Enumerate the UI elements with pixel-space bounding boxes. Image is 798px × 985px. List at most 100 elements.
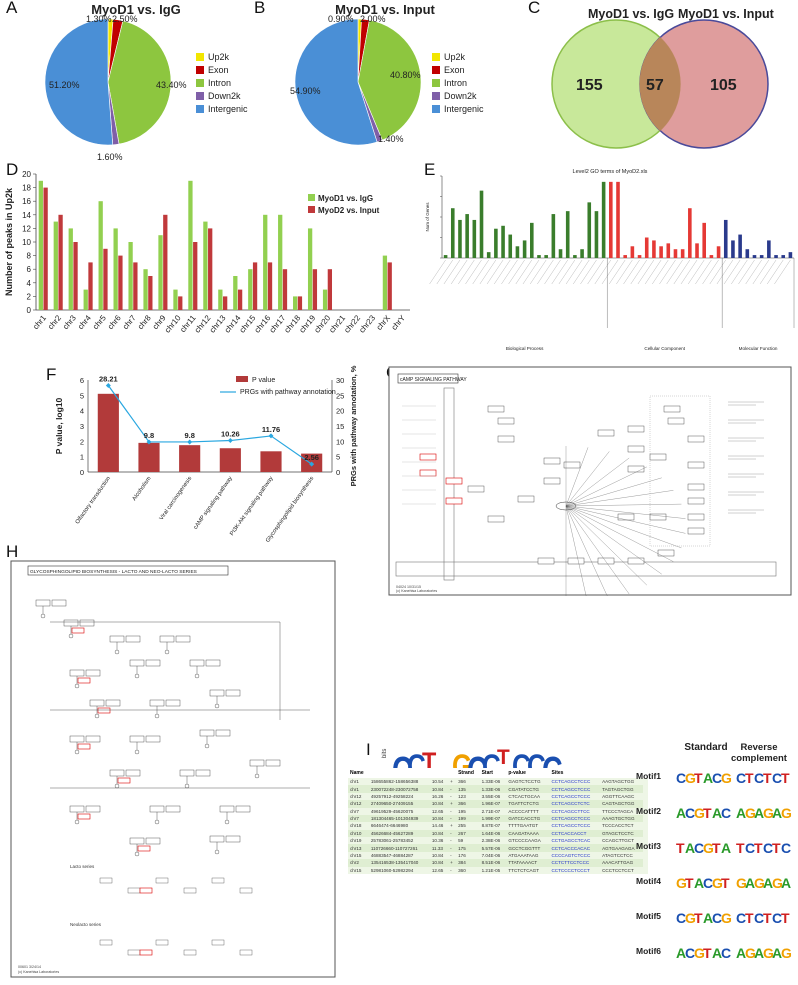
d-bar-1-chr1	[43, 187, 48, 310]
motif-5-rev-letter: G	[745, 945, 756, 961]
g-nucleus	[649, 395, 711, 547]
g-edge	[565, 505, 686, 519]
table-row: chr18 6646474-6646980 14.46 +255 8.87E-07 TTT…	[348, 822, 648, 829]
logo-letter: C	[467, 749, 488, 768]
h-compound	[204, 743, 210, 749]
table-cell: 1.64E-06	[479, 829, 507, 837]
g-gene-box	[543, 477, 561, 485]
table-cell: 52981060-52982294	[370, 867, 414, 873]
motif-3-rev-letter: G	[736, 875, 747, 891]
e-term-label	[723, 259, 741, 285]
d-bar-0-chr2	[53, 221, 58, 310]
motif-4-std-letter: G	[685, 910, 696, 926]
table-row: chr2 135416538-135417040 10.84 +384 8.51E-06…	[348, 859, 648, 867]
d-bar-1-chr17	[282, 269, 288, 310]
pathway-h-lacto: Lacto series	[70, 864, 95, 869]
motif-5-rev-letter: A	[772, 945, 782, 961]
e-bar-2-8	[781, 255, 786, 258]
table-cell: 123	[458, 793, 466, 799]
motif-2-std-letter: T	[676, 840, 685, 856]
h-enzyme-box	[179, 769, 195, 777]
pie-chart-b: 0.90% 2.00% 40.80% 1.40% 54.90% Up2k Exon Intro…	[290, 14, 484, 146]
table-cell: -	[448, 829, 457, 837]
e-bar-2-4	[752, 255, 757, 258]
h-mini-box	[211, 939, 225, 946]
table-cell: 181304465-101304939	[368, 814, 430, 823]
d-bar-0-chr1	[38, 180, 43, 310]
e-ylabel: Num of Genes	[425, 202, 430, 232]
h-enzyme-box	[129, 735, 145, 743]
pie-b-label-exon: 2.00%	[360, 14, 386, 24]
table-cell: 1.33E-06	[479, 785, 507, 793]
f-ytick: 4	[80, 407, 84, 416]
table-cell: GAGTCTCCTG	[508, 779, 541, 785]
d-legend-1: MyoD2 vs. Input	[318, 206, 380, 215]
h-mini-box	[127, 949, 141, 956]
table-cell: 14.46	[431, 823, 444, 829]
table-cell: chr12	[350, 793, 362, 799]
combo-chart-f: 0 1 2 3 4 5 6 0 5 10 15 20 25 30 P value, log10 PRGs wi…	[54, 365, 358, 542]
e-bar-0-20	[587, 202, 592, 258]
table-cell: CTCACTGCAA	[508, 793, 541, 799]
f-prg-label-4: 11.76	[262, 425, 280, 434]
h-enzyme-box	[63, 619, 79, 627]
d-ytick: 14	[22, 211, 31, 220]
table-cell: ATGAAATAAG	[508, 852, 539, 858]
table-cell: CCTCACCCACAC	[549, 844, 601, 852]
g-gene-box-hit	[419, 453, 437, 461]
table-cell: -	[450, 852, 452, 858]
e-bar-0-16	[558, 249, 563, 258]
e-term-label	[688, 259, 705, 285]
motif-5-std-letter: A	[676, 945, 686, 961]
pie-b-slice-intergenic	[294, 18, 378, 146]
table-cell: 195	[458, 808, 466, 814]
table-cell: CCTCAGCCTCTC	[549, 800, 601, 808]
h-enzyme-box	[149, 699, 165, 707]
e-term-label	[515, 259, 532, 285]
motif-1-std-letter: T	[703, 805, 712, 821]
table-cell: TAGTAGCTGG	[600, 785, 644, 793]
f-legend-prg: PRGs with pathway annotation	[240, 389, 336, 396]
h-enzyme-hit	[71, 627, 85, 634]
motif-3-rev-letter: A	[745, 875, 755, 891]
e-term-label	[731, 259, 748, 285]
table-cell: chr7	[348, 814, 369, 823]
motif-3-std-letter: A	[694, 875, 704, 891]
g-gene-box	[537, 557, 555, 565]
g-gene-box	[627, 465, 645, 473]
table-cell: 1.33E-06	[481, 779, 501, 785]
h-enzyme-box	[235, 805, 251, 813]
g-edge	[565, 505, 630, 595]
e-term-label	[644, 259, 662, 285]
g-edge	[565, 490, 674, 507]
motif-5-rev-letter: G	[781, 945, 792, 961]
motif-5-std-letter: A	[712, 945, 722, 961]
e-term-label	[709, 259, 726, 285]
h-enzyme-box	[109, 635, 125, 643]
g-gene-box	[649, 513, 667, 521]
d-bar-0-chr16	[263, 214, 268, 310]
motif-4-rev-letter: C	[754, 910, 764, 926]
table-cell: chr15	[350, 867, 362, 873]
table-cell: CAGTAGCTGG	[600, 800, 644, 808]
col-name: Name	[348, 768, 369, 778]
e-term-label	[680, 259, 698, 285]
e-bar-2-3	[745, 249, 750, 258]
motif-3-std-letter: G	[712, 875, 723, 891]
e-term-label	[501, 259, 518, 285]
table-cell: AAAGTGCTGG	[600, 814, 644, 823]
e-bar-0-17	[565, 211, 570, 258]
f-prg-label-0: 28.21	[99, 374, 118, 383]
table-cell: 3.55E-06	[481, 793, 501, 799]
motif-1-rev-letter: G	[745, 805, 756, 821]
e-term-label	[666, 259, 683, 285]
g-gene-box	[663, 405, 681, 413]
h-mini-hit	[139, 949, 153, 956]
h-mini-box	[155, 939, 169, 946]
motif-0-std-letter: A	[703, 770, 713, 786]
d-xtick-chr8: chr8	[136, 313, 153, 331]
table-cell: ACCCCATTTT	[508, 808, 539, 814]
d-xtick-chr7: chr7	[121, 313, 138, 331]
h-compound	[68, 633, 74, 639]
panel-letter-c: C	[528, 0, 541, 17]
